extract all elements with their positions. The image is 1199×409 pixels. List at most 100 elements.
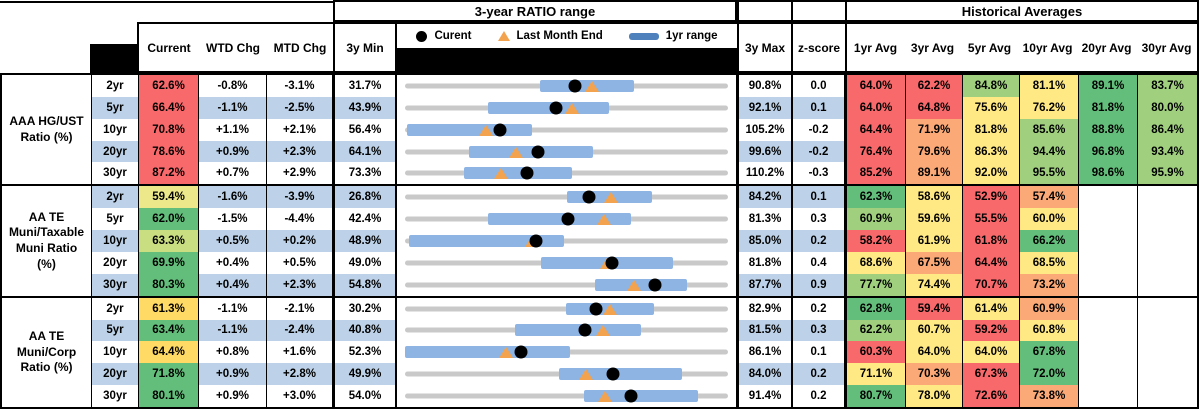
avg-cell: 67.5% — [906, 251, 963, 274]
current-marker — [582, 190, 596, 204]
range-track — [405, 119, 728, 141]
last-month-end-marker — [597, 390, 612, 402]
historical-averages-header: Historical Averages — [845, 0, 1199, 22]
avg-cell: 86.3% — [963, 140, 1020, 163]
value-columns-header: Current WTD Chg MTD Chg — [137, 22, 335, 73]
wtd-chg-cell: +0.7% — [199, 162, 267, 185]
avg-cell: 60.7% — [906, 319, 963, 342]
avg-cell: 64.8% — [906, 96, 963, 119]
avg-5yr-header: 5yr Avg — [967, 40, 1012, 55]
avg-cell: 73.8% — [1020, 385, 1079, 407]
3y-min-cell: 54.8% — [335, 273, 397, 296]
avg-cell: 94.4% — [1020, 140, 1079, 163]
range-track — [405, 230, 728, 252]
z-score-cell: 0.0 — [793, 75, 847, 97]
3y-min-cell: 73.3% — [335, 162, 397, 185]
avg-cell: 83.7% — [1138, 75, 1197, 97]
1yr-range-bar — [558, 368, 683, 381]
last-month-end-marker — [604, 192, 619, 204]
current-cell: 61.3% — [139, 297, 199, 320]
3y-min-column-header: 3y Min — [333, 22, 397, 73]
range-chart-cell — [397, 118, 739, 141]
range-chart-cell — [397, 75, 739, 97]
3y-max-cell: 82.9% — [739, 297, 793, 320]
current-marker — [561, 212, 575, 226]
legend-range-label: 1yr range — [665, 30, 718, 42]
avg-cell — [1079, 208, 1138, 231]
avg-30yr-header: 30yr Avg — [1141, 40, 1192, 55]
range-track — [405, 341, 728, 363]
range-chart-cell — [397, 230, 739, 252]
tenor-cell: 10yr — [92, 230, 139, 252]
group-rows: 2yr 59.4% -1.6% -3.9% 26.8% 84.2% 0.1 62.3% 58.6… — [92, 186, 1197, 296]
avg-cell: 62.3% — [847, 186, 906, 209]
avg-cell: 96.8% — [1079, 140, 1138, 163]
avg-cell: 52.9% — [963, 186, 1020, 209]
ratio-group: AA TE Muni/Taxable Muni Ratio (%) 2yr 59.4… — [2, 184, 1197, 296]
chart-header-black-bar — [397, 48, 737, 71]
1yr-range-bar — [405, 346, 571, 359]
avg-cell — [1138, 251, 1197, 274]
avg-cell: 64.0% — [906, 341, 963, 364]
3y-max-cell: 84.2% — [739, 186, 793, 209]
1yr-range-bar — [406, 123, 532, 136]
mtd-chg-cell: -3.9% — [267, 186, 335, 209]
avg-cell: 77.7% — [847, 273, 906, 296]
avg-cell: 62.2% — [847, 319, 906, 342]
avg-cell: 89.1% — [906, 162, 963, 185]
wtd-chg-cell: +0.9% — [199, 385, 267, 407]
avg-cell: 95.5% — [1020, 162, 1079, 185]
mtd-chg-cell: +2.8% — [267, 363, 335, 386]
avg-cell: 95.9% — [1138, 162, 1197, 185]
mtd-chg-cell: +3.0% — [267, 385, 335, 407]
3y-min-cell: 49.0% — [335, 251, 397, 274]
range-chart-cell — [397, 297, 739, 320]
current-cell: 62.0% — [139, 208, 199, 231]
wtd-chg-cell: +0.9% — [199, 363, 267, 386]
3y-min-cell: 48.9% — [335, 230, 397, 252]
last-month-triangle-icon — [497, 31, 510, 41]
tenor-header-black-cell — [90, 44, 137, 73]
last-month-end-marker — [494, 168, 509, 180]
3y-max-cell: 110.2% — [739, 162, 793, 185]
wtd-chg-cell: -1.1% — [199, 319, 267, 342]
avg-cell — [1079, 251, 1138, 274]
legend-last-month-label: Last Month End — [516, 30, 603, 42]
z-score-cell: 0.3 — [793, 208, 847, 231]
tenor-cell: 2yr — [92, 186, 139, 209]
avg-cell: 55.5% — [963, 208, 1020, 231]
avg-cell — [1138, 208, 1197, 231]
avg-cell: 67.8% — [1020, 341, 1079, 364]
z-score-cell: 0.1 — [793, 341, 847, 364]
current-cell: 87.2% — [139, 162, 199, 185]
3y-range-track — [405, 282, 728, 288]
range-track — [405, 298, 728, 320]
range-track — [405, 274, 728, 296]
z-score-cell: 0.2 — [793, 297, 847, 320]
tenor-cell: 2yr — [92, 297, 139, 320]
max-header-cap — [737, 0, 793, 22]
range-bar-icon — [628, 32, 659, 40]
current-marker — [568, 79, 582, 93]
avg-cell: 86.4% — [1138, 118, 1197, 141]
avg-cell: 61.9% — [906, 230, 963, 252]
3y-min-cell: 30.2% — [335, 297, 397, 320]
wtd-chg-cell: -1.5% — [199, 208, 267, 231]
current-marker — [589, 302, 603, 316]
avg-cell: 81.8% — [1079, 96, 1138, 119]
tenor-cell: 30yr — [92, 385, 139, 407]
current-cell: 71.8% — [139, 363, 199, 386]
mtd-chg-cell: +2.9% — [267, 162, 335, 185]
avg-cell — [1138, 186, 1197, 209]
current-cell: 59.4% — [139, 186, 199, 209]
tenor-cell: 5yr — [92, 96, 139, 119]
legend-current-label: Curent — [434, 30, 472, 42]
avg-cell: 98.6% — [1079, 162, 1138, 185]
current-column-header: Current — [147, 40, 191, 55]
average-columns-header: 1yr Avg 3yr Avg 5yr Avg 10yr Avg 20yr Av… — [845, 22, 1199, 73]
3y-min-cell: 64.1% — [335, 140, 397, 163]
current-marker — [624, 389, 638, 403]
range-chart-cell — [397, 341, 739, 364]
avg-cell: 68.6% — [847, 251, 906, 274]
wtd-chg-cell: +0.9% — [199, 140, 267, 163]
